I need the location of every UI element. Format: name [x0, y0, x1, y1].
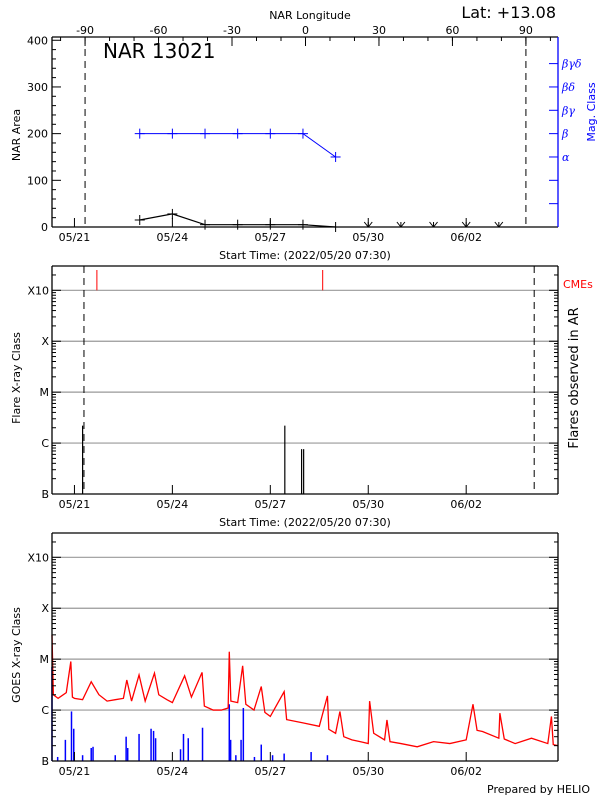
region-title: NAR 13021 — [103, 39, 216, 63]
mag-class-tick-label: α — [562, 151, 570, 164]
zero-area-marker — [461, 221, 467, 228]
mag-class-axis-label: Mag. Class — [585, 82, 598, 141]
lon-tick-label: -60 — [150, 24, 168, 37]
prepared-by-label: Prepared by HELIO — [487, 783, 590, 796]
goes-long-channel-line — [51, 634, 559, 748]
flare-class-axis-label: Flare X-ray Class — [10, 332, 23, 424]
lon-tick-label: -90 — [76, 24, 94, 37]
mag-class-tick-label: βδ — [561, 81, 575, 94]
cme-legend-label: CMEs — [563, 278, 593, 291]
zero-area-marker — [400, 221, 406, 228]
zero-area-marker — [429, 221, 434, 228]
y-tick-label: C — [41, 704, 49, 717]
y-tick-label: 300 — [27, 81, 48, 94]
x-tick-label: 06/02 — [450, 765, 482, 778]
mag-class-tick-label: βγ — [561, 104, 575, 117]
panel2-xlabel: Start Time: (2022/05/20 07:30) — [219, 516, 391, 529]
y-tick-label: 100 — [27, 174, 48, 187]
x-tick-label: 05/27 — [254, 498, 286, 511]
goes-class-axis-label: GOES X-ray Class — [10, 607, 23, 703]
x-tick-label: 05/27 — [254, 765, 286, 778]
x-tick-label: 06/02 — [450, 231, 482, 244]
lon-tick-label: -30 — [223, 24, 241, 37]
lon-tick-label: 0 — [302, 24, 309, 37]
zero-area-marker — [498, 221, 504, 228]
x-tick-label: 05/24 — [157, 765, 189, 778]
y-tick-label: M — [40, 386, 50, 399]
data-marks — [51, 128, 559, 761]
x-tick-label: 05/30 — [352, 231, 384, 244]
x-tick-label: 05/24 — [157, 231, 189, 244]
axes: -90 -60 -30 0 30 60 90 0 100 200 300 400 αβ βγ βδ βγδ 05… — [27, 24, 582, 778]
x-tick-label: 05/21 — [59, 231, 91, 244]
lon-tick-label: 60 — [445, 24, 459, 37]
y-tick-label: 400 — [27, 34, 48, 47]
y-tick-label: X — [41, 335, 49, 348]
zero-area-marker — [396, 221, 402, 228]
x-tick-label: 05/30 — [352, 498, 384, 511]
lon-tick-label: 90 — [519, 24, 533, 37]
mag-class-tick-label: βγδ — [561, 58, 582, 71]
mag-class-tick-label: β — [561, 128, 568, 141]
x-tick-label: 05/30 — [352, 765, 384, 778]
zero-area-marker — [494, 221, 500, 228]
x-tick-label: 05/27 — [254, 231, 286, 244]
y-tick-label: X10 — [27, 551, 49, 564]
x-tick-label: 05/21 — [59, 498, 91, 511]
y-tick-label: X10 — [27, 284, 49, 297]
gridlines — [52, 37, 558, 711]
y-tick-label: C — [41, 437, 49, 450]
x-tick-label: 06/02 — [450, 498, 482, 511]
zero-area-marker — [367, 221, 373, 228]
zero-area-marker — [465, 221, 471, 228]
flares-observed-label: Flares observed in AR — [567, 307, 582, 448]
y-tick-label: 200 — [27, 128, 48, 141]
area-axis-label: NAR Area — [10, 109, 23, 161]
lon-tick-label: 30 — [372, 24, 386, 37]
x-tick-label: 05/21 — [59, 765, 91, 778]
latitude-label: Lat: +13.08 — [461, 3, 556, 22]
zero-area-marker — [433, 221, 438, 228]
y-tick-label: 0 — [41, 221, 48, 234]
panel1-xlabel: Start Time: (2022/05/20 07:30) — [219, 249, 391, 262]
y-tick-label: M — [40, 653, 50, 666]
y-tick-label: X — [41, 602, 49, 615]
x-tick-label: 05/24 — [157, 498, 189, 511]
y-tick-label: B — [41, 488, 49, 501]
zero-area-marker — [363, 221, 369, 228]
top-axis-title: NAR Longitude — [269, 9, 351, 22]
y-tick-label: B — [41, 755, 49, 768]
